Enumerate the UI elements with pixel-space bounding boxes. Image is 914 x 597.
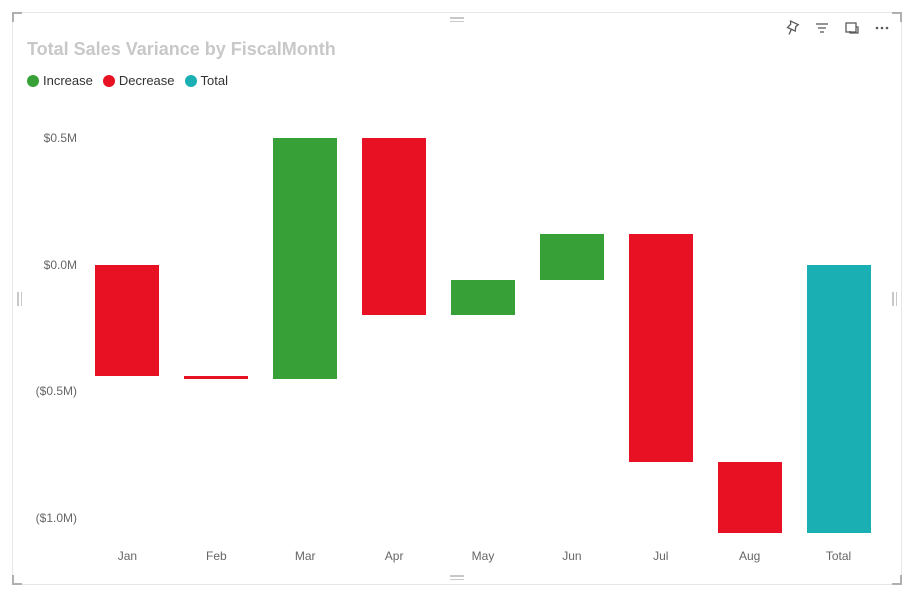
x-axis-tick-label: Total (826, 549, 851, 563)
x-axis-tick-label: Jan (118, 549, 137, 563)
legend-item[interactable]: Total (185, 73, 228, 88)
chart-legend: Increase Decrease Total (27, 73, 228, 88)
waterfall-bar[interactable] (807, 265, 871, 533)
legend-swatch (27, 75, 39, 87)
x-axis-tick-label: Mar (295, 549, 316, 563)
y-axis-tick-label: $0.5M (44, 131, 77, 145)
x-axis-tick-label: Feb (206, 549, 227, 563)
x-axis-tick-label: Aug (739, 549, 760, 563)
legend-label: Increase (43, 73, 93, 88)
legend-swatch (103, 75, 115, 87)
waterfall-bar[interactable] (629, 234, 693, 462)
chart-title: Total Sales Variance by FiscalMonth (27, 39, 336, 60)
legend-item[interactable]: Decrease (103, 73, 175, 88)
waterfall-bar[interactable] (451, 280, 515, 315)
waterfall-bar[interactable] (184, 376, 248, 379)
more-options-icon[interactable] (873, 19, 891, 37)
resize-handle-bottom-right[interactable] (890, 573, 902, 585)
legend-label: Decrease (119, 73, 175, 88)
x-axis-tick-label: Jun (562, 549, 581, 563)
y-axis-tick-label: ($1.0M) (36, 511, 77, 525)
x-axis-tick-label: Apr (385, 549, 404, 563)
waterfall-bar[interactable] (718, 462, 782, 533)
waterfall-bar[interactable] (540, 234, 604, 280)
resize-handle-top-right[interactable] (890, 12, 902, 24)
focus-mode-icon[interactable] (843, 19, 861, 37)
x-axis-tick-label: May (472, 549, 495, 563)
resize-handle-top-left[interactable] (12, 12, 24, 24)
waterfall-bar[interactable] (362, 138, 426, 315)
resize-handle-top[interactable] (450, 17, 464, 22)
filter-icon[interactable] (813, 19, 831, 37)
waterfall-bar[interactable] (273, 138, 337, 378)
resize-handle-bottom[interactable] (450, 575, 464, 580)
resize-handle-right[interactable] (892, 292, 897, 306)
legend-item[interactable]: Increase (27, 73, 93, 88)
y-axis-tick-label: $0.0M (44, 258, 77, 272)
x-axis-tick-label: Jul (653, 549, 668, 563)
resize-handle-bottom-left[interactable] (12, 573, 24, 585)
chart-plot-area: $0.5M$0.0M($0.5M)($1.0M)JanFebMarAprMayJ… (83, 113, 883, 543)
legend-swatch (185, 75, 197, 87)
pin-icon[interactable] (783, 19, 801, 37)
visual-toolbar (783, 19, 891, 37)
y-axis-tick-label: ($0.5M) (36, 384, 77, 398)
waterfall-bar[interactable] (95, 265, 159, 376)
resize-handle-left[interactable] (17, 292, 22, 306)
visual-container: Total Sales Variance by FiscalMonth Incr… (12, 12, 902, 585)
legend-label: Total (201, 73, 228, 88)
